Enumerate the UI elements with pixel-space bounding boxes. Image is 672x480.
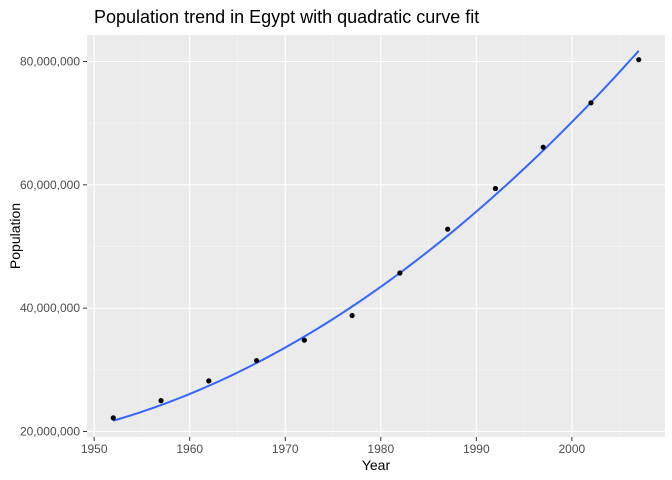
x-axis: 1950 1960 1970 1980 1990 2000 (81, 437, 586, 456)
data-point (158, 398, 164, 404)
data-point (540, 144, 546, 150)
x-tick-label: 1950 (81, 442, 108, 456)
data-point (588, 100, 594, 106)
data-point (253, 357, 260, 364)
y-tick-label: 20,000,000 (20, 424, 80, 438)
x-axis-title: Year (362, 457, 391, 473)
chart-title: Population trend in Egypt with quadratic… (94, 7, 480, 27)
y-tick-label: 60,000,000 (20, 178, 80, 192)
data-point (349, 312, 355, 319)
plot-panel (87, 35, 665, 437)
x-tick-label: 1980 (367, 442, 394, 456)
data-point (301, 337, 307, 343)
y-axis-title: Population (7, 203, 23, 269)
y-tick-label: 80,000,000 (20, 55, 80, 69)
data-point (110, 415, 116, 421)
data-point (206, 378, 212, 384)
data-points (110, 57, 642, 421)
data-point (445, 226, 451, 232)
y-axis: 20,000,000 40,000,000 60,000,000 80,000,000 (20, 55, 87, 438)
fit-line (112, 50, 640, 422)
data-point (636, 57, 642, 63)
data-point (492, 185, 499, 192)
grid-minor (87, 35, 665, 437)
x-tick-label: 1960 (176, 442, 203, 456)
grid-major (87, 35, 665, 437)
x-tick-label: 1970 (272, 442, 299, 456)
x-tick-label: 1990 (463, 442, 490, 456)
y-tick-label: 40,000,000 (20, 301, 80, 315)
data-point (397, 270, 403, 276)
x-tick-label: 2000 (558, 442, 585, 456)
